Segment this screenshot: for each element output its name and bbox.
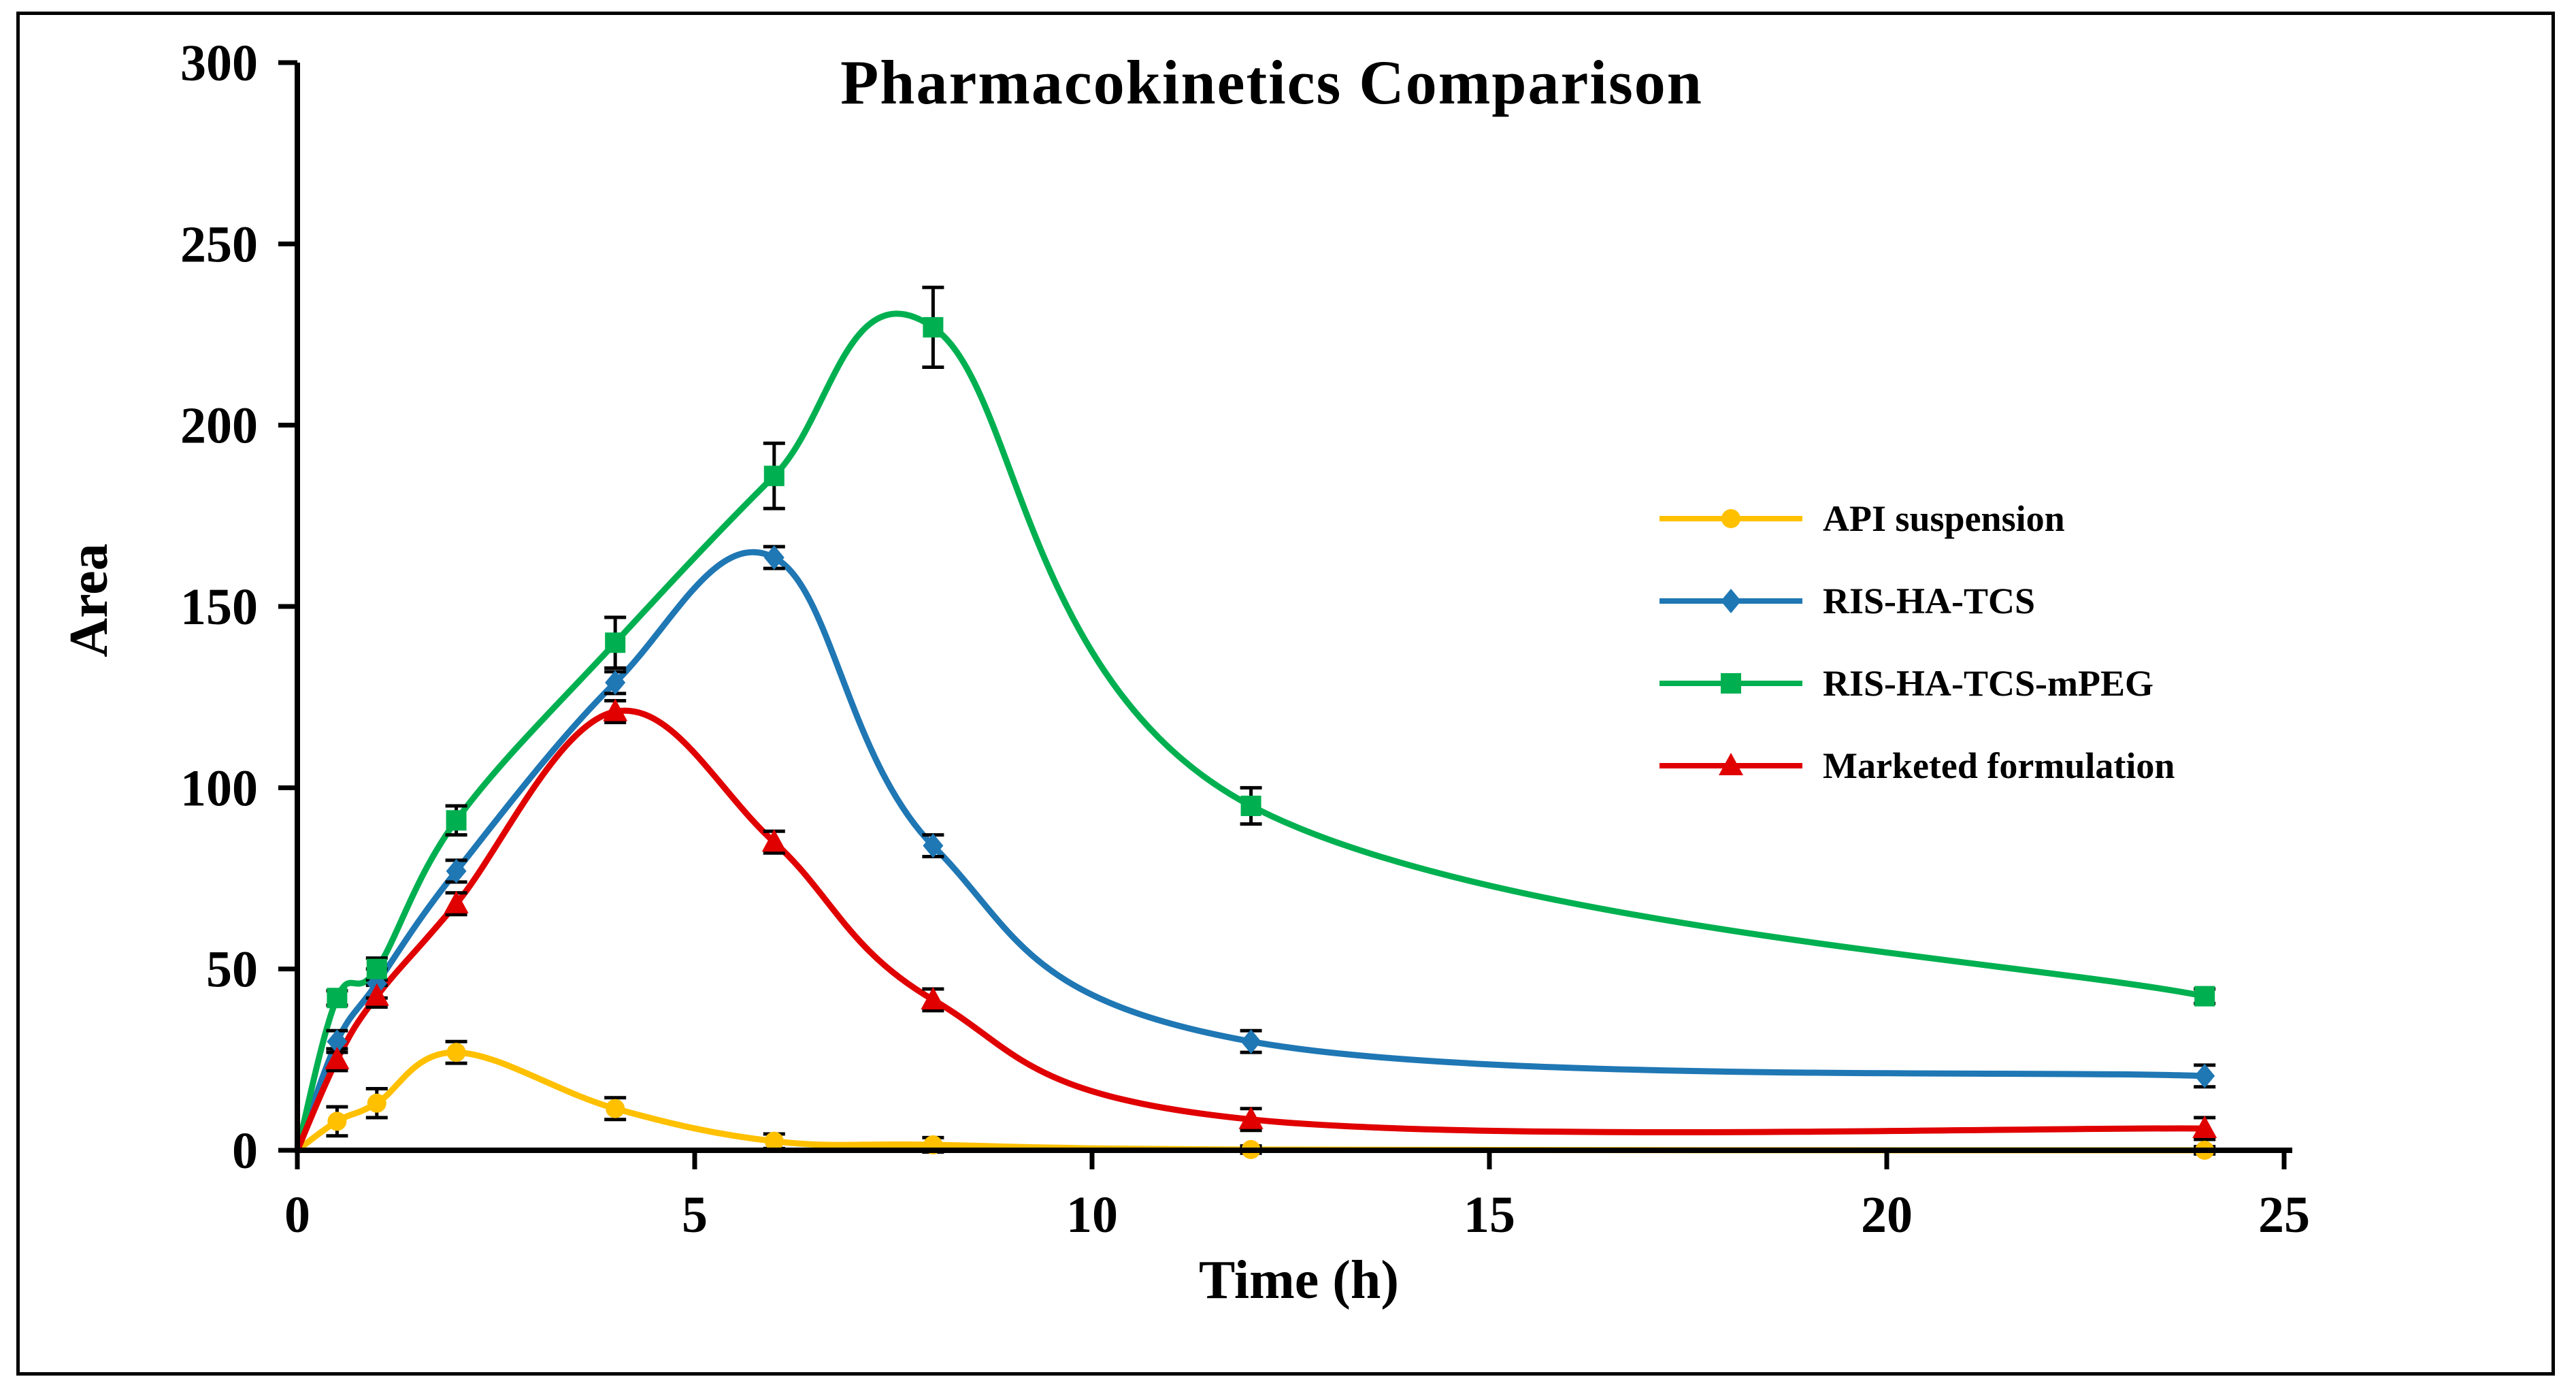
data-point <box>364 983 389 1006</box>
data-point <box>2194 1063 2215 1088</box>
x-tick-label: 20 <box>1861 1186 1913 1244</box>
series-line-1 <box>294 549 2208 1154</box>
plot-markers <box>325 316 2217 1160</box>
y-tick-label: 0 <box>232 1122 258 1180</box>
x-axis-title: Time (h) <box>1199 1250 1399 1310</box>
data-point <box>763 545 785 570</box>
y-tick-label: 50 <box>206 941 258 999</box>
data-point <box>764 1131 784 1151</box>
y-tick-label: 100 <box>180 760 258 817</box>
data-point <box>923 316 944 338</box>
x-tick-label: 0 <box>284 1186 310 1244</box>
data-point <box>2194 986 2215 1007</box>
series-line-0 <box>294 1049 2208 1154</box>
data-point <box>327 1029 348 1054</box>
x-tick-label: 5 <box>682 1186 708 1244</box>
data-point <box>1240 1029 1261 1054</box>
y-axis-ticks: 0 50 100 150 200 250 300 <box>180 35 297 1180</box>
x-tick-label: 25 <box>2258 1186 2310 1244</box>
legend-label-1: RIS-HA-TCS <box>1823 581 2035 621</box>
legend-marker-3 <box>1719 753 1743 775</box>
legend-label-3: Marketed formulation <box>1823 745 2175 786</box>
data-point <box>367 1093 386 1113</box>
data-point <box>763 466 785 487</box>
data-point <box>2192 1116 2217 1139</box>
data-point <box>1240 795 1261 816</box>
legend-marker-0 <box>1721 509 1740 528</box>
data-point <box>603 698 628 721</box>
chart-frame: Pharmacokinetics Comparison 0 50 100 150 200… <box>16 12 2555 1376</box>
plot-lines <box>294 310 2208 1154</box>
data-point <box>327 988 348 1009</box>
data-point <box>1238 1106 1264 1129</box>
data-point <box>446 1043 466 1062</box>
data-point <box>605 670 626 695</box>
y-axis-title: Area <box>59 543 119 657</box>
y-tick-label: 150 <box>180 579 258 636</box>
legend-label-2: RIS-HA-TCS-mPEG <box>1823 663 2153 704</box>
x-axis-ticks: 0 5 10 15 20 25 <box>284 1150 2310 1244</box>
data-point <box>325 1046 350 1069</box>
legend-marker-1 <box>1721 589 1741 613</box>
data-point <box>606 1099 625 1118</box>
chart-title: Pharmacokinetics Comparison <box>840 48 1703 117</box>
legend-label-0: API suspension <box>1823 498 2065 539</box>
data-point <box>327 1111 347 1131</box>
chart: Pharmacokinetics Comparison 050100150200… <box>59 35 2310 1310</box>
y-tick-label: 300 <box>180 35 258 92</box>
x-tick-label: 15 <box>1464 1186 1515 1244</box>
data-point <box>444 890 469 913</box>
data-point <box>605 632 626 653</box>
data-point <box>446 810 467 831</box>
legend: API suspension RIS-HA-TCS RIS-HA-TCS-mPEG M… <box>1659 498 2175 786</box>
data-point <box>446 858 467 883</box>
data-point <box>923 833 944 858</box>
data-point <box>761 829 787 852</box>
data-point <box>366 958 387 979</box>
y-tick-label: 250 <box>180 216 258 273</box>
x-tick-label: 10 <box>1066 1186 1118 1244</box>
data-point <box>921 986 946 1009</box>
legend-marker-2 <box>1721 673 1741 694</box>
y-tick-label: 200 <box>180 397 258 455</box>
